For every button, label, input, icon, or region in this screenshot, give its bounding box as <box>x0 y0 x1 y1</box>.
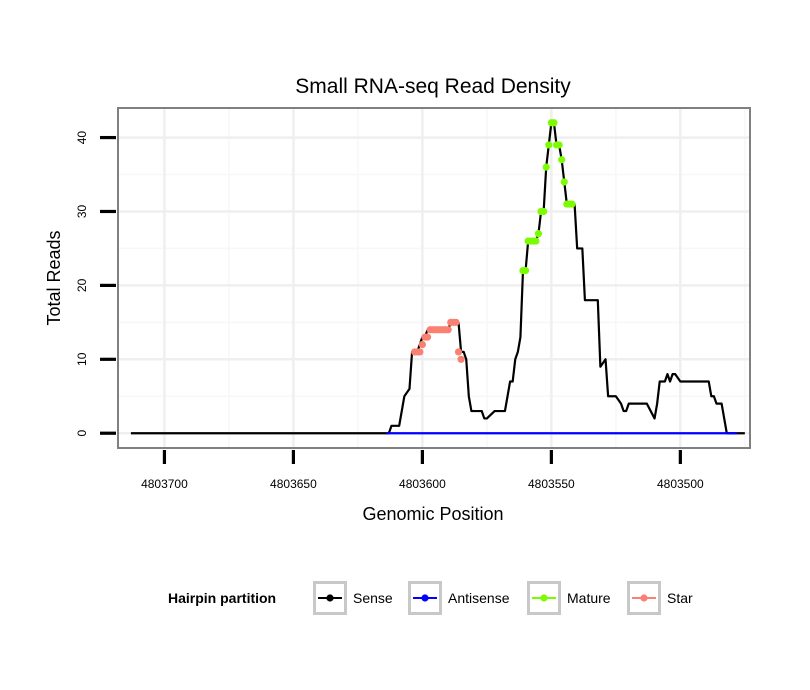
data-point-mature <box>558 156 566 164</box>
data-point-mature <box>534 230 543 238</box>
x-axis: 4803700 4803650 4803600 4803550 4803500 <box>141 450 704 491</box>
legend-label-antisense: Antisense <box>448 590 510 606</box>
legend-point-sense <box>326 594 334 602</box>
data-point-mature <box>545 141 553 149</box>
legend-title: Hairpin partition <box>168 590 276 606</box>
data-point-mature <box>532 237 540 245</box>
y-tick-label: 40 <box>75 131 89 145</box>
data-point-mature <box>560 178 568 186</box>
legend-point-star <box>640 594 648 602</box>
legend-label-star: Star <box>667 590 693 606</box>
y-tick-label: 20 <box>75 278 89 292</box>
plot-panel <box>118 108 750 448</box>
series-layer <box>130 119 745 435</box>
data-point-mature <box>521 267 530 275</box>
legend-label-mature: Mature <box>567 590 611 606</box>
data-point-star <box>416 348 424 356</box>
data-point-mature <box>542 163 550 171</box>
data-point-star <box>454 348 463 356</box>
data-point-star <box>457 355 465 363</box>
data-point-mature <box>550 119 558 127</box>
data-point-star <box>423 333 432 341</box>
legend-label-sense: Sense <box>353 590 393 606</box>
y-axis: 0 10 20 30 40 <box>75 131 116 437</box>
data-point-star <box>452 318 460 326</box>
data-point-mature <box>568 200 576 208</box>
x-tick-label: 4803550 <box>528 477 575 491</box>
x-axis-label: Genomic Position <box>362 504 503 524</box>
y-tick-label: 0 <box>75 430 89 437</box>
panel-border <box>117 107 751 449</box>
data-point-star <box>418 340 426 349</box>
chart-title: Small RNA-seq Read Density <box>295 75 571 98</box>
data-point-star <box>444 326 452 334</box>
y-tick-label: 30 <box>75 204 89 218</box>
data-point-mature <box>555 141 563 149</box>
y-tick-label: 10 <box>75 352 89 366</box>
legend-point-mature <box>540 594 548 602</box>
panel-background <box>118 108 750 448</box>
legend-point-antisense <box>421 594 429 602</box>
y-axis-label: Total Reads <box>44 230 64 325</box>
x-tick-label: 4803500 <box>657 477 704 491</box>
legend: Hairpin partition Sense Antisense Mature St… <box>168 581 693 615</box>
x-tick-label: 4803600 <box>399 477 446 491</box>
data-point-mature <box>540 207 548 216</box>
x-tick-label: 4803700 <box>141 477 188 491</box>
x-tick-label: 4803650 <box>270 477 317 491</box>
